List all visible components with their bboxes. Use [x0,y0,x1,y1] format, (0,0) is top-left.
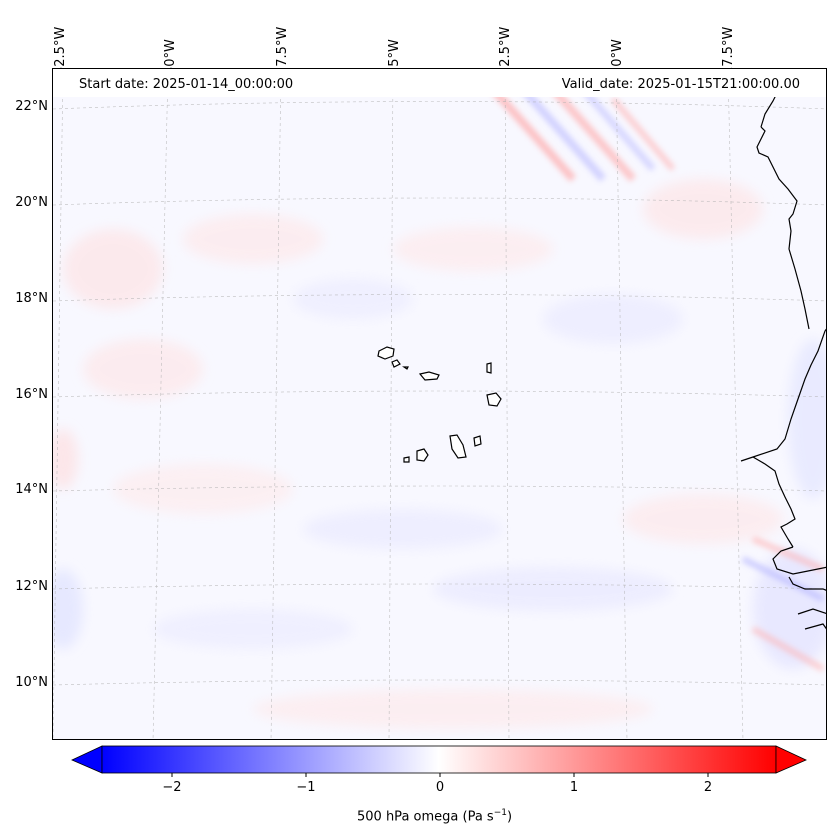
gridline-lon [615,69,628,739]
field-stripe [610,97,676,171]
colorbar-tick-label: −2 [162,780,182,795]
colorbar-tick-label: 1 [569,780,579,795]
colorbar-extend-high [775,745,807,774]
island-santa-luzia [402,366,409,370]
field-patch [63,229,163,309]
gridline-lon [152,69,169,739]
field-patch [433,567,673,611]
field-stripe [550,86,636,182]
gridline-lon [388,69,394,739]
omega-field [53,69,826,739]
field-patch [643,179,763,239]
field-patch [393,227,553,271]
lat-label-12n: 12°N [15,579,48,594]
field-stripe [520,86,606,182]
field-patch [83,339,203,399]
gridline-lon [727,69,744,739]
field-stripe [741,556,825,602]
gridline-lon [504,69,510,739]
island-brava [403,456,410,463]
field-patch [183,214,323,264]
island-boa-vista [486,392,502,407]
field-patch [53,429,78,489]
gridline-lat [53,197,826,206]
field-patch [153,609,353,649]
field-patch [293,279,413,319]
lat-label-22n: 22°N [15,99,48,114]
field-patch [303,509,503,549]
gridline-lat [53,583,826,590]
island-maio [473,435,482,447]
colorbar [71,745,807,777]
colorbar-tick-label: 2 [703,780,713,795]
island-sao-vicente [391,359,401,368]
island-sao-nicolau [418,371,440,381]
lat-label-10n: 10°N [15,675,48,690]
island-santo-antao [377,346,395,360]
coastline-mauritania [756,126,810,330]
gridline-lat [53,294,826,302]
colorbar-label-sup: −1 [493,808,507,818]
colorbar-extend-low [71,745,103,774]
colorbar-tick-label: 0 [435,780,445,795]
field-stripe [490,86,576,182]
field-stripe [751,626,825,672]
gridline-lon [270,69,282,739]
island-santiago [449,434,467,459]
island-sal [486,362,492,374]
lat-label-20n: 20°N [15,195,48,210]
lat-label-18n: 18°N [15,291,48,306]
field-patch [788,339,826,499]
start-date: Start date: 2025-01-14_00:00:00 [79,77,294,92]
colorbar-tick-label: −1 [296,780,316,795]
gridline-lat [53,679,826,686]
colorbar-label-close: ) [506,809,513,825]
map-frame: Start date: 2025-01-14_00:00:00 Valid_da… [52,68,827,740]
gridline-lat [53,101,826,110]
colorbar-label-text: 500 hPa omega (Pa s [357,809,494,825]
field-stripe [751,536,825,572]
field-patch [623,494,783,544]
coastline-africa [740,328,826,630]
field-stripe [580,86,656,172]
gridline-lat [53,390,826,398]
field-patch [543,294,683,344]
colorbar-body [101,745,777,774]
valid-date: Valid_date: 2025-01-15T21:00:00.00 [561,77,800,92]
lat-label-16n: 16°N [15,387,48,402]
colorbar-label: 500 hPa omega (Pa s−1) [357,808,512,824]
field-patch [253,689,653,729]
lat-label-14n: 14°N [15,482,48,497]
gridline-lon [53,69,64,739]
date-strip [53,69,826,97]
field-patch [113,464,293,514]
island-fogo [416,448,429,462]
gridline-lat [53,485,826,492]
